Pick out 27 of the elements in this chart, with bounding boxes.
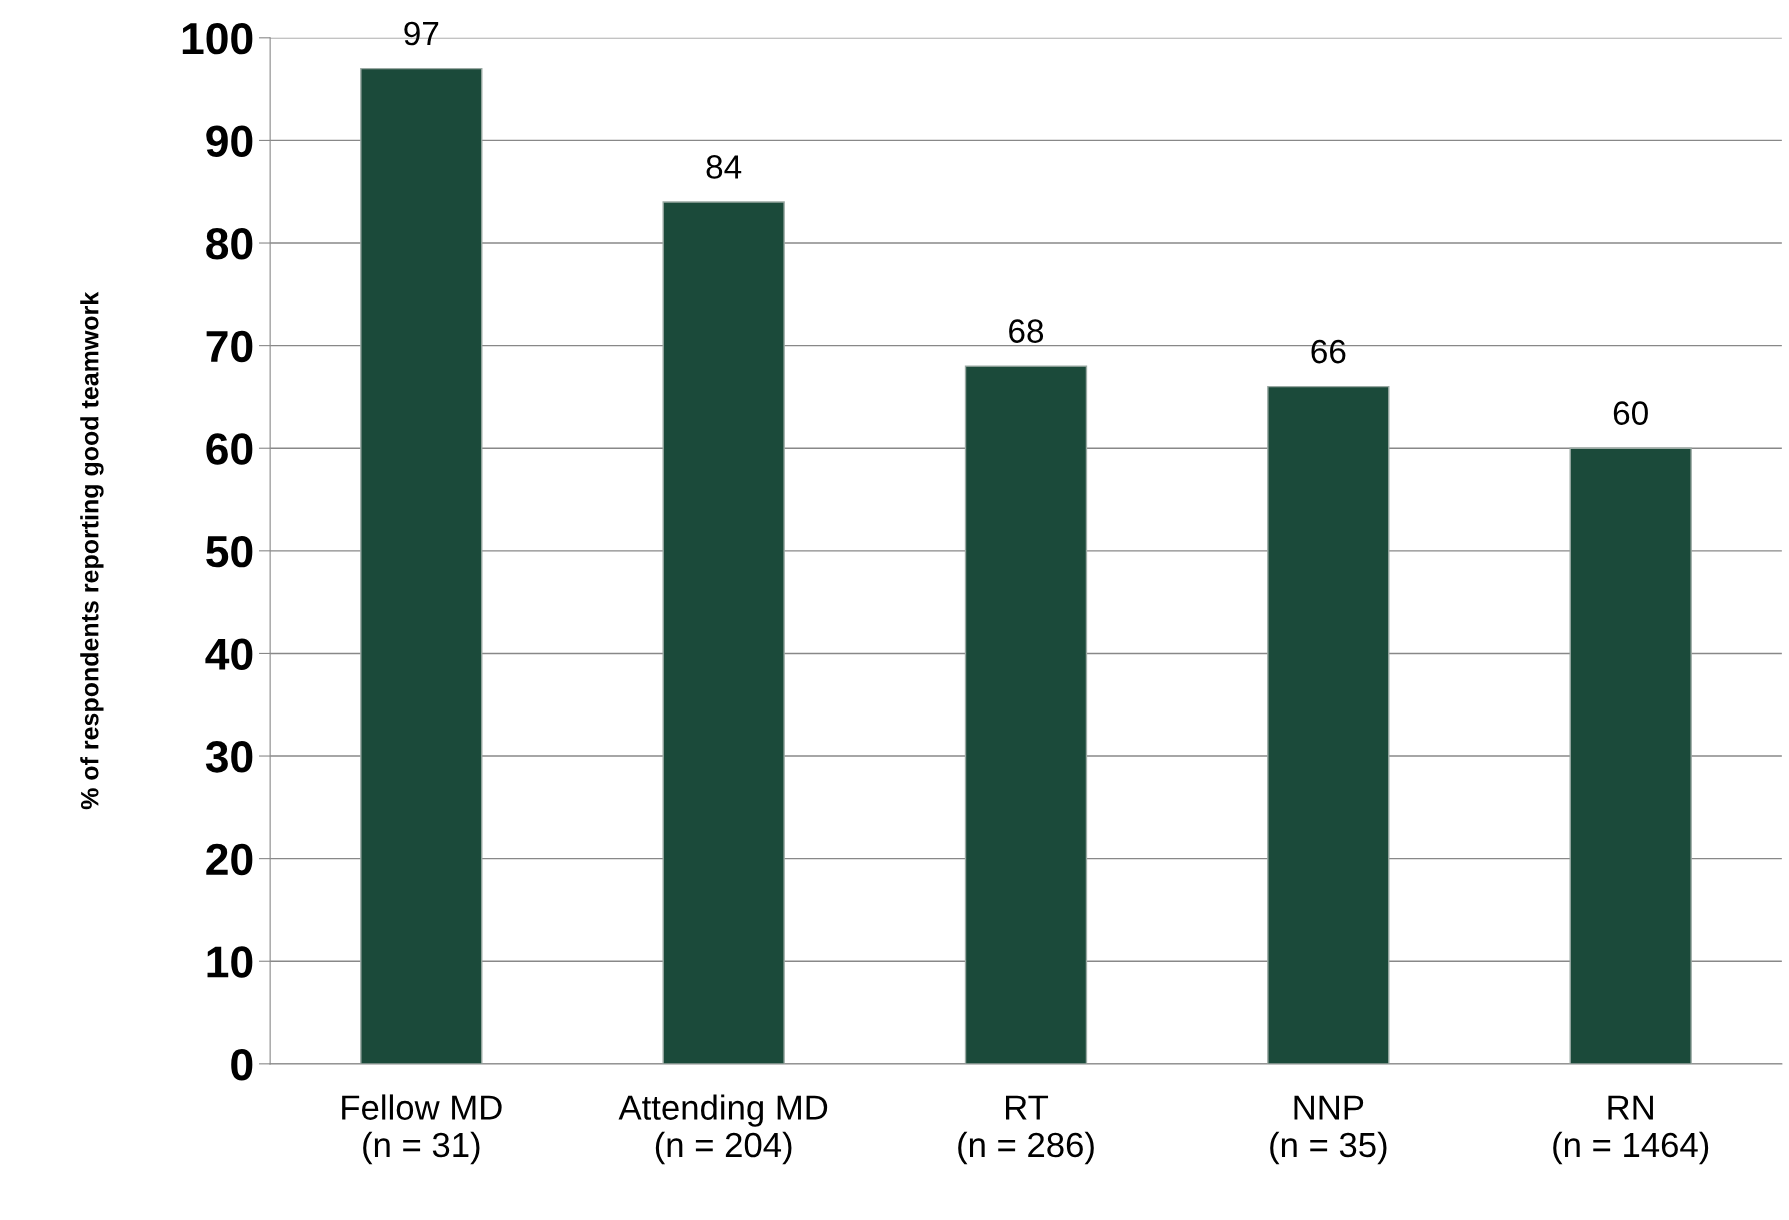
bar [1267, 385, 1390, 1064]
x-tick-label: Attending MD (n = 204) [618, 1094, 828, 1165]
bar [1569, 447, 1692, 1064]
y-tick-label: 30 [205, 741, 253, 773]
y-tick-label: 90 [206, 125, 253, 157]
y-tick-label: 0 [231, 1048, 253, 1081]
data-label: 97 [404, 21, 439, 46]
y-tick-label: 70 [206, 330, 253, 363]
y-tick-label: 50 [206, 535, 253, 568]
bar [964, 365, 1088, 1064]
y-tick-label: 40 [205, 638, 253, 670]
data-label: 66 [1311, 339, 1346, 364]
x-tick-label: NNP (n = 35) [1270, 1095, 1387, 1165]
bar [360, 67, 483, 1064]
x-tick-label: RN (n = 1464) [1553, 1095, 1709, 1165]
y-tick-label: 100 [182, 22, 253, 55]
y-tick-label: 10 [207, 946, 253, 978]
x-tick-label: RT (n = 286) [958, 1095, 1094, 1165]
data-label: 84 [706, 155, 742, 179]
y-axis-title: % of respondents reporting good teamwork [80, 291, 104, 810]
x-tick-label: Fellow MD (n = 31) [342, 1094, 502, 1165]
data-label: 68 [1009, 319, 1044, 343]
y-tick-label: 80 [206, 228, 253, 260]
bar [662, 201, 785, 1064]
data-label: 60 [1613, 401, 1648, 425]
y-tick-label: 20 [206, 843, 253, 876]
y-tick-label: 60 [206, 433, 253, 465]
